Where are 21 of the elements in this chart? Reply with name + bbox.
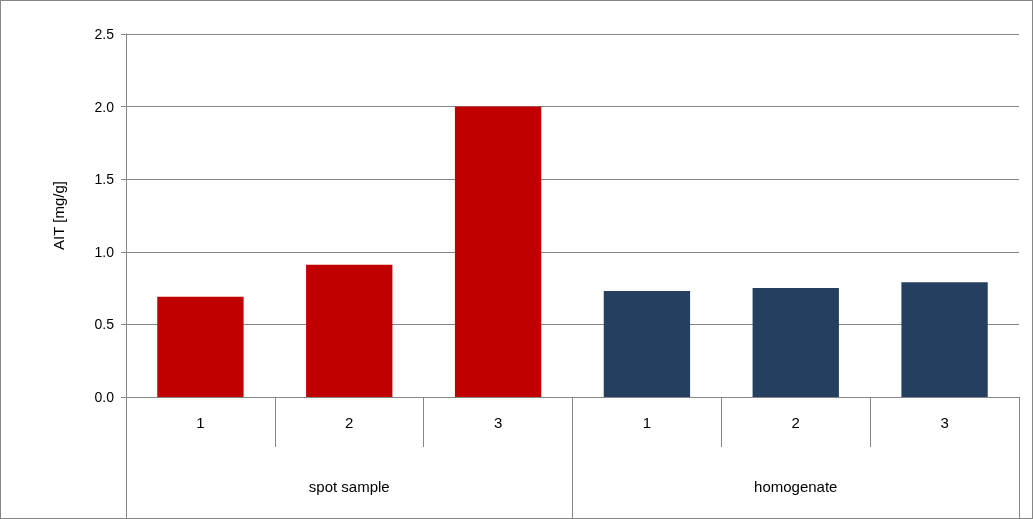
x-tick-label: 1 (642, 414, 652, 431)
y-tick-label: 0.0 (94, 389, 115, 405)
y-tick-label: 2.5 (94, 26, 115, 42)
y-axis-title: AIT [mg/g] (50, 181, 67, 250)
y-tick-label: 0.5 (94, 316, 115, 333)
x-tick-label: 3 (940, 414, 949, 431)
x-tick-label: 1 (196, 414, 205, 431)
bar (454, 106, 542, 397)
x-tick-label: 2 (791, 414, 800, 431)
x-tick-label: 2 (345, 414, 354, 431)
y-tick-label: 2.0 (94, 98, 115, 115)
text: homogenate (754, 478, 838, 495)
bar (752, 288, 839, 397)
bar (157, 296, 244, 397)
bar (603, 291, 691, 397)
bar (306, 264, 393, 397)
y-tick-label: 1.5 (94, 171, 115, 188)
bar (901, 282, 988, 397)
y-tick-label: 1.0 (94, 243, 115, 260)
text: spot sample (308, 478, 390, 495)
x-tick-label: 3 (493, 414, 503, 431)
